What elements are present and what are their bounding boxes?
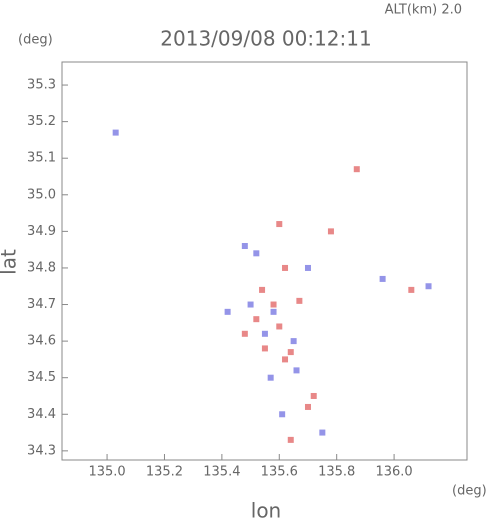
echo-point [287, 436, 294, 443]
x-tick-label: 135.8 [318, 465, 355, 480]
echo-point [327, 228, 334, 235]
echo-point [287, 349, 294, 356]
y-unit: (deg) [18, 33, 53, 48]
echo-point [304, 403, 311, 410]
x-tick-label: 135.2 [146, 465, 183, 480]
y-tick-label: 35.3 [27, 78, 56, 93]
x-axis-label: lon [251, 499, 281, 521]
echo-point [224, 308, 231, 315]
echo-point [253, 316, 260, 323]
chart-title: 2013/09/08 00:12:11 [160, 27, 371, 51]
echo-point [290, 338, 297, 345]
y-axis-label: lat [0, 249, 21, 275]
x-tick-label: 136.0 [375, 465, 412, 480]
echo-point [276, 221, 283, 228]
echo-point [267, 374, 274, 381]
x-unit: (deg) [452, 484, 487, 499]
echo-point [241, 330, 248, 337]
y-tick-label: 34.6 [27, 334, 56, 349]
y-tick-label: 34.4 [27, 407, 56, 422]
x-tick-label: 135.0 [88, 465, 125, 480]
echo-point [408, 286, 415, 293]
y-tick-label: 34.8 [27, 260, 56, 275]
echo-point [304, 264, 311, 271]
echo-point [310, 392, 317, 399]
echo-point [259, 286, 266, 293]
x-tick-label: 135.4 [203, 465, 240, 480]
echo-point [276, 323, 283, 330]
echo-point [425, 283, 432, 290]
echo-point [319, 429, 326, 436]
echo-point [112, 129, 119, 136]
y-tick-label: 34.3 [27, 443, 56, 458]
echo-point [282, 264, 289, 271]
echo-point [261, 345, 268, 352]
y-tick-label: 34.5 [27, 370, 56, 385]
y-tick-label: 35.0 [27, 187, 56, 202]
echo-point [270, 308, 277, 315]
plot-frame [61, 61, 468, 461]
y-tick-label: 34.7 [27, 297, 56, 312]
echo-point [353, 166, 360, 173]
y-tick-label: 35.2 [27, 114, 56, 129]
echo-point [282, 356, 289, 363]
altitude-note: ALT(km) 2.0 [385, 3, 462, 18]
echo-point [279, 411, 286, 418]
echo-point [261, 330, 268, 337]
echo-point [241, 243, 248, 250]
echo-point [379, 275, 386, 282]
echo-point [247, 301, 254, 308]
echo-point [296, 297, 303, 304]
x-tick-label: 135.6 [261, 465, 298, 480]
y-tick-label: 34.9 [27, 224, 56, 239]
echo-point [270, 301, 277, 308]
y-tick-label: 35.1 [27, 151, 56, 166]
echo-point [293, 367, 300, 374]
echo-point [253, 250, 260, 257]
